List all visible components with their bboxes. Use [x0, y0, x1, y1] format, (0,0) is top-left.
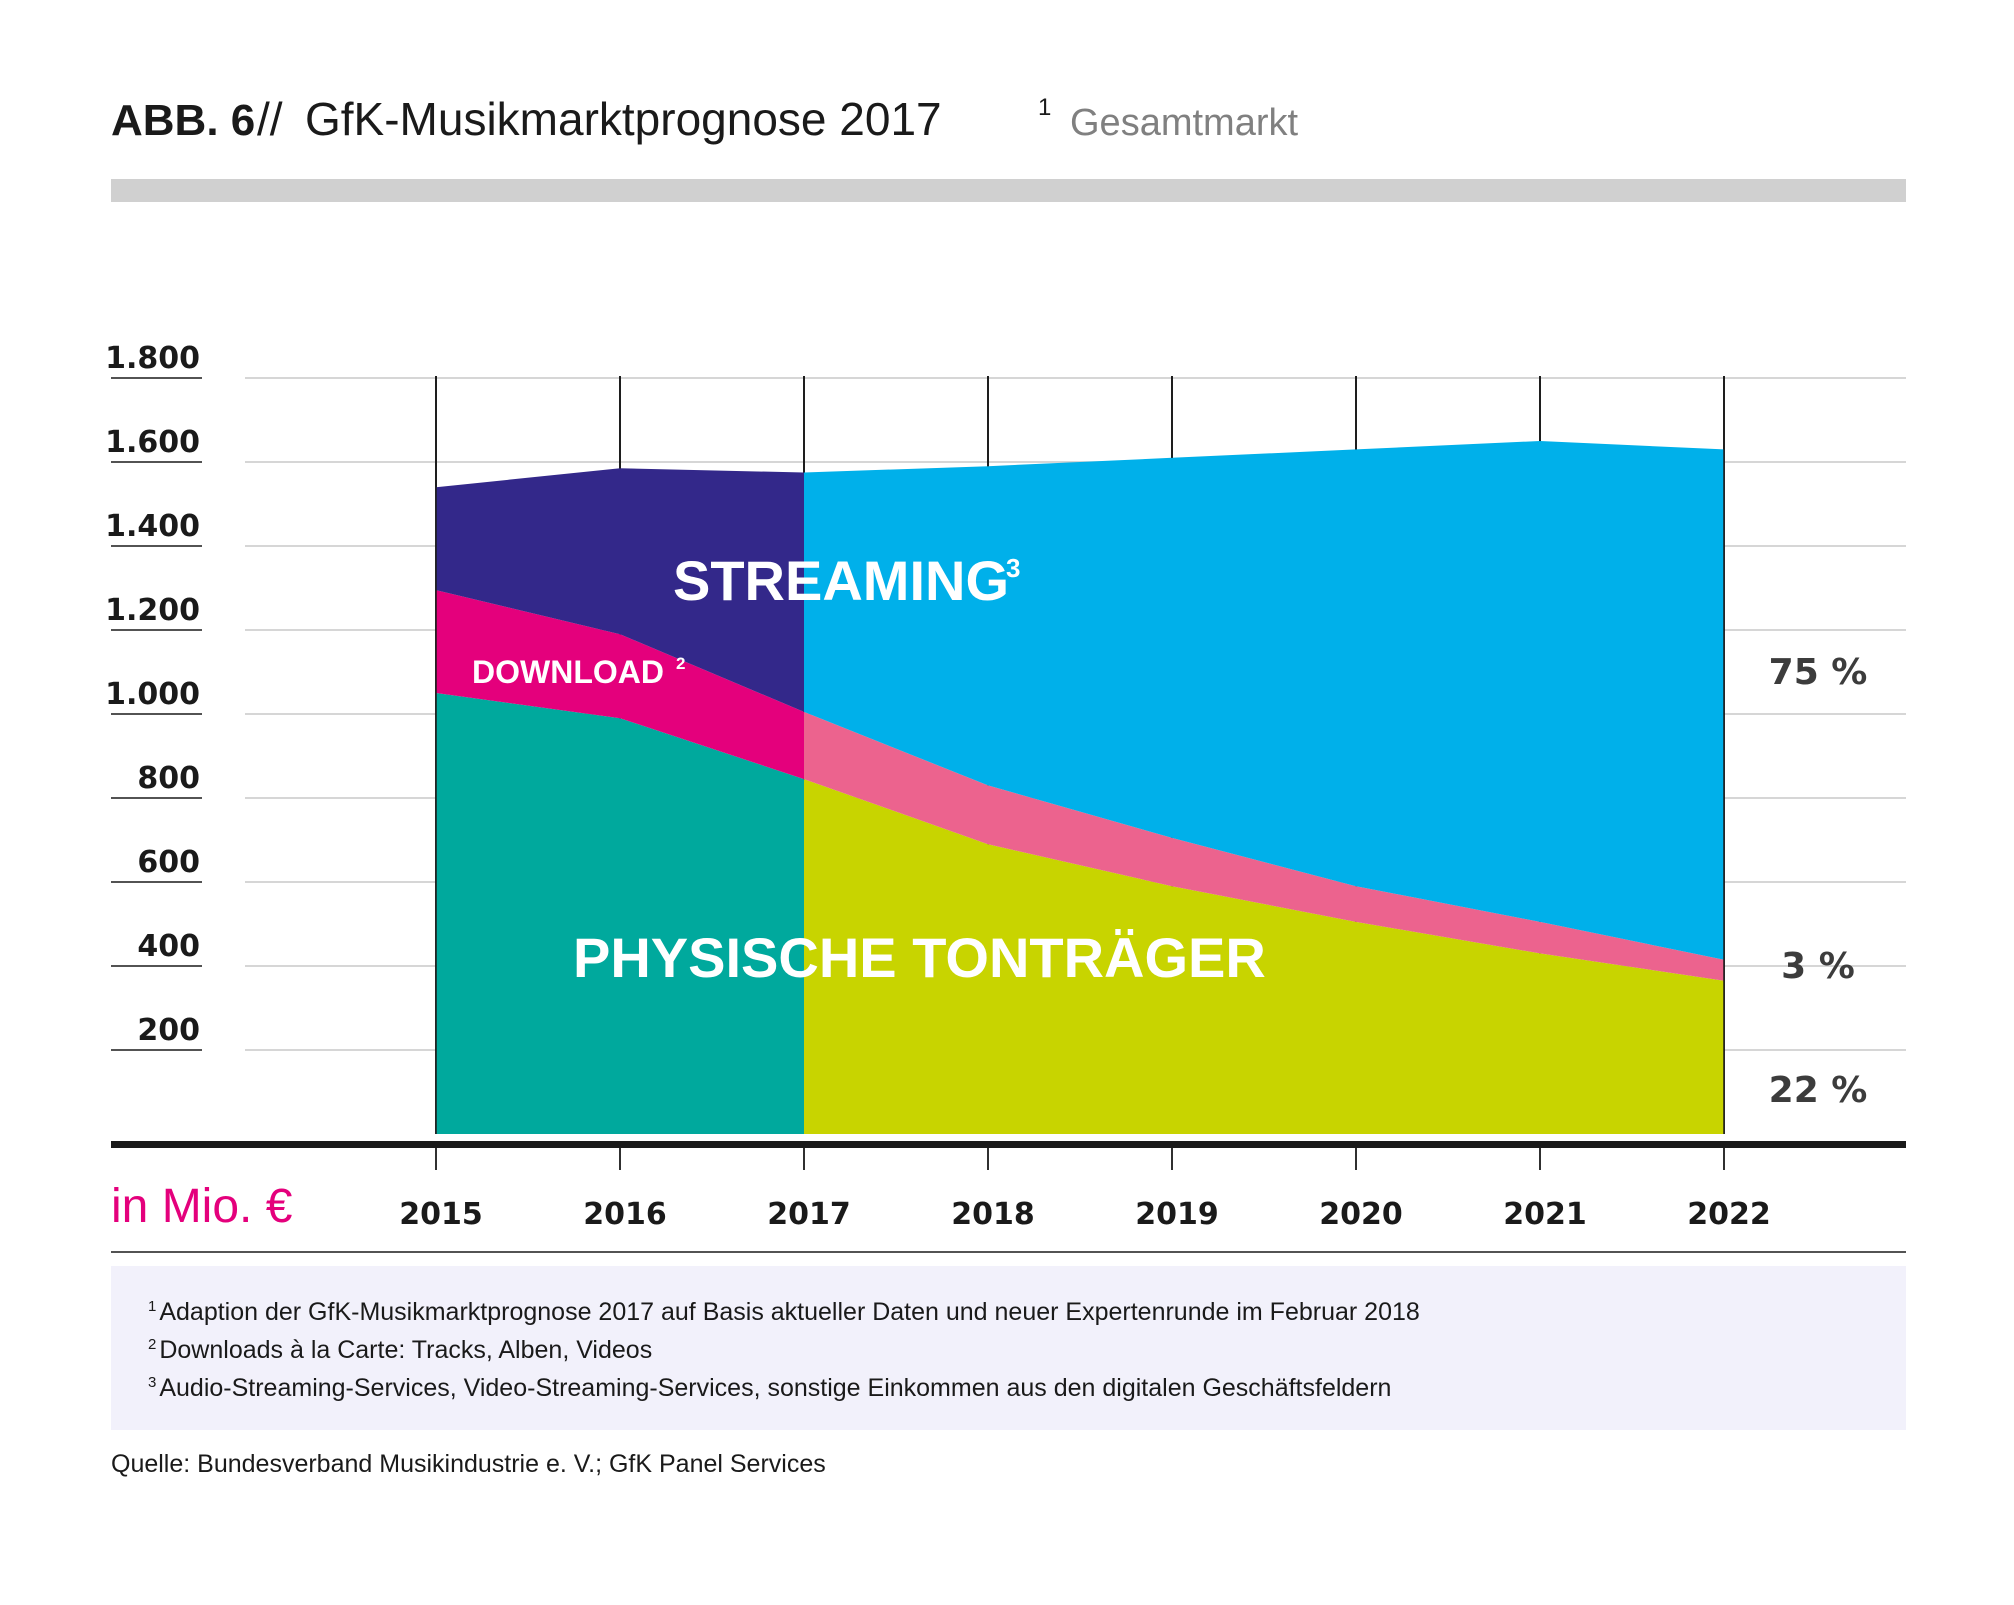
area-download-historical — [436, 590, 804, 780]
area-physical-forecast — [804, 779, 1724, 1134]
y-tick-label: 800 — [137, 761, 200, 796]
figure-separator: // — [257, 93, 283, 145]
unit-label: in Mio. € — [111, 1180, 293, 1233]
share-label-download: 3 % — [1781, 946, 1855, 987]
share-label-physical: 22 % — [1769, 1070, 1868, 1111]
footnote-1: 1 Adaption der GfK-Musikmarktprognose 201… — [148, 1298, 1420, 1327]
x-tick-label: 2015 — [399, 1197, 483, 1232]
x-tick-label: 2020 — [1319, 1197, 1403, 1232]
x-axis: 2015 2016 2017 2018 2019 2020 2021 2022 — [399, 1148, 1771, 1232]
series-label-download-sup: 2 — [676, 654, 685, 673]
share-label-streaming: 75 % — [1769, 652, 1868, 693]
y-tick-label: 1.400 — [105, 509, 200, 544]
x-axis-baseline — [111, 1141, 1906, 1148]
y-tick-label: 200 — [137, 1013, 200, 1048]
area-streaming-forecast — [804, 441, 1724, 960]
footnote-3: 3 Audio-Streaming-Services, Video-Streami… — [148, 1374, 1391, 1403]
area-physical-historical — [436, 693, 804, 1134]
series-labels: STREAMING 3 DOWNLOAD 2 PHYSISCHE TONTRÄG… — [472, 549, 1266, 989]
footnote-2-text: Downloads à la Carte: Tracks, Alben, Vid… — [159, 1336, 653, 1364]
footnote-1-number: 1 — [148, 1298, 157, 1315]
y-tick-label: 600 — [137, 845, 200, 880]
y-tick-label: 1.000 — [105, 677, 200, 712]
series-label-download: DOWNLOAD — [472, 654, 664, 690]
y-tick-label: 1.600 — [105, 425, 200, 460]
x-tick-label: 2022 — [1687, 1197, 1771, 1232]
y-axis: 200 400 600 800 1.000 1.200 1.400 1.600 1.800 — [105, 341, 202, 1051]
header-bar — [111, 179, 1906, 202]
x-tick-label: 2017 — [767, 1197, 851, 1232]
chart-subtitle: Gesamtmarkt — [1070, 102, 1298, 144]
footnote-2-number: 2 — [148, 1336, 157, 1353]
footnote-3-text: Audio-Streaming-Services, Video-Streamin… — [159, 1374, 1392, 1402]
x-tick-label: 2019 — [1135, 1197, 1219, 1232]
footnote-2: 2 Downloads à la Carte: Tracks, Alben, Vi… — [148, 1336, 652, 1365]
series-label-streaming-sup: 3 — [1006, 553, 1020, 583]
x-tick-label: 2016 — [583, 1197, 667, 1232]
y-tick-label: 1.200 — [105, 593, 200, 628]
source-note: Quelle: Bundesverband Musikindustrie e. … — [111, 1450, 826, 1478]
series-label-physical: PHYSISCHE TONTRÄGER — [573, 926, 1266, 989]
chart-title: GfK-Musikmarktprognose 2017 — [305, 93, 942, 145]
share-labels: 75 % 3 % 22 % — [1769, 652, 1868, 1111]
footnote-1-text: Adaption der GfK-Musikmarktprognose 2017… — [159, 1298, 1420, 1326]
area-download-forecast — [804, 711, 1724, 981]
footnote-3-number: 3 — [148, 1374, 157, 1391]
figure-label: ABB. 6 — [111, 96, 255, 145]
series-label-streaming: STREAMING — [673, 549, 1009, 612]
x-tick-label: 2018 — [951, 1197, 1035, 1232]
y-tick-label: 400 — [137, 929, 200, 964]
area-streaming-historical — [436, 468, 804, 712]
chart-title-sup: 1 — [1038, 94, 1051, 121]
header: ABB. 6 // GfK-Musikmarktprognose 2017 1 … — [111, 93, 1906, 202]
x-tick-label: 2021 — [1503, 1197, 1587, 1232]
footnotes-box: 1 Adaption der GfK-Musikmarktprognose 201… — [111, 1266, 1906, 1430]
areas — [435, 376, 1725, 1134]
y-tick-label: 1.800 — [105, 341, 200, 376]
